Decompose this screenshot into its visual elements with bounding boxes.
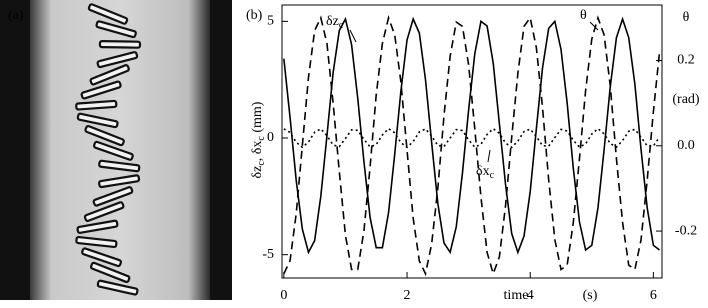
rod <box>96 51 139 69</box>
rod <box>98 159 141 173</box>
text-part: δz <box>326 14 339 29</box>
series-label: θ <box>580 8 587 23</box>
x-axis-label: time <box>504 288 529 303</box>
rod <box>92 140 134 161</box>
x-tick-label: 2 <box>404 288 411 303</box>
series-label: δzc <box>326 14 344 31</box>
y2-tick-label: -0.2 <box>675 223 697 238</box>
annotation-arrow <box>589 21 599 31</box>
y-axis-label: δzc, δxc (mm) <box>250 101 267 178</box>
x-axis-label: (s) <box>583 288 598 303</box>
subscript: c <box>490 170 495 181</box>
subscript: c <box>256 136 267 141</box>
rod <box>89 261 131 284</box>
y2-tick-label: 0.0 <box>677 138 695 153</box>
y2-tick-label: 0.2 <box>677 53 695 68</box>
x-tick-label: 0 <box>280 288 287 303</box>
series-line <box>283 16 661 255</box>
y-tick-label: 5 <box>267 14 274 29</box>
annotation-arrow <box>487 149 491 163</box>
series-line <box>283 127 661 149</box>
rod <box>81 247 123 268</box>
text-part: δz <box>250 166 265 179</box>
rod <box>98 40 142 49</box>
x-tick-label: 6 <box>650 288 657 303</box>
y2-axis-label: θ <box>683 10 690 25</box>
y-tick-label: 0 <box>267 130 274 145</box>
rod <box>96 279 139 296</box>
rod <box>75 99 118 111</box>
rod <box>89 64 130 86</box>
y2-axis-label: (rad) <box>672 92 700 107</box>
subscript: c <box>256 161 267 166</box>
series-line <box>283 15 661 277</box>
rod <box>80 80 122 100</box>
rod <box>98 174 141 189</box>
rod <box>87 3 129 25</box>
text-part: (mm) <box>250 101 265 136</box>
text-part: , δx <box>250 141 265 162</box>
photo-panel: (a) <box>0 0 232 300</box>
panel-label: (a) <box>8 8 24 23</box>
subscript: c <box>339 20 344 31</box>
annotation-arrow <box>349 29 357 43</box>
rod <box>76 112 119 129</box>
y-tick-label: -5 <box>262 247 274 262</box>
rod <box>92 186 134 207</box>
rod <box>76 219 119 234</box>
plot-frame <box>281 4 663 279</box>
panel-label: (b) <box>246 8 263 23</box>
rod <box>95 20 137 39</box>
rod <box>75 235 118 249</box>
rod <box>83 201 125 222</box>
x-tick-label: 4 <box>527 288 534 303</box>
rod <box>84 125 125 147</box>
